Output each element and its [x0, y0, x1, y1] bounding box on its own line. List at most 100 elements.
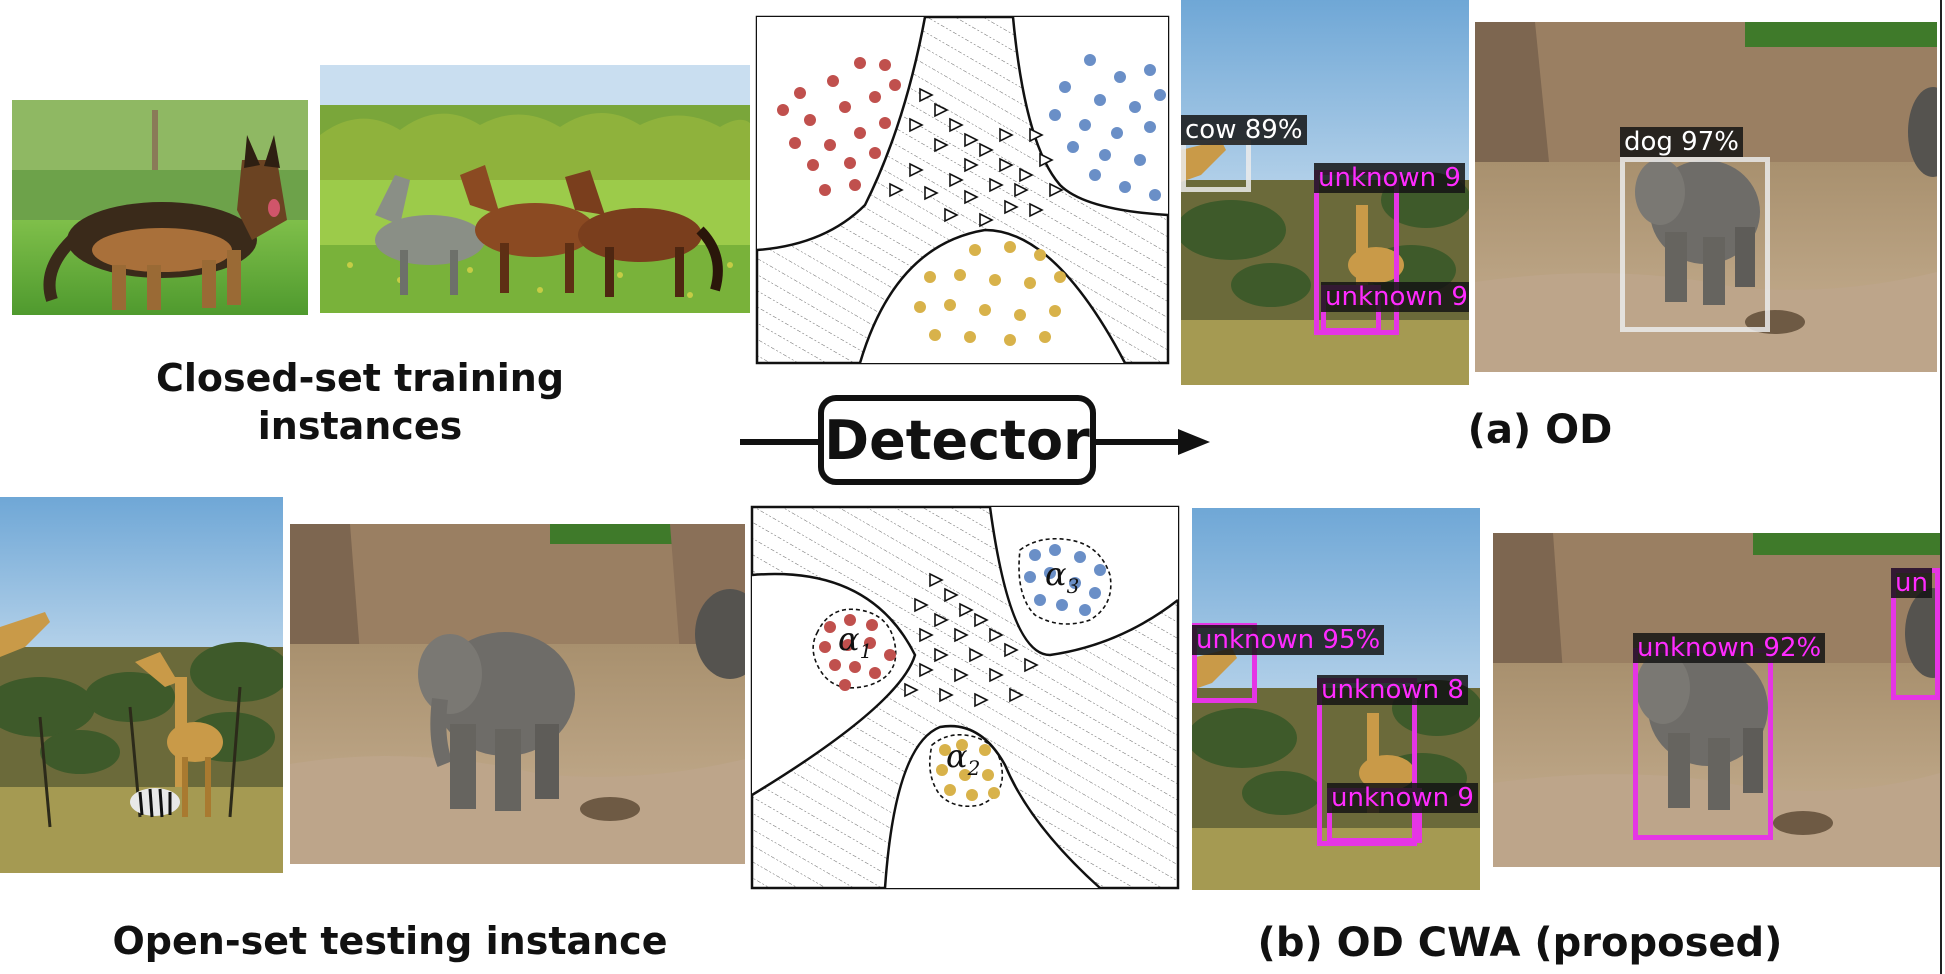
- unknown-triangle-marker: [909, 162, 924, 178]
- detector-box: Detector: [818, 395, 1096, 485]
- red-class-dot: [777, 104, 789, 116]
- unknown-triangle-marker: [999, 127, 1014, 143]
- unknown-triangle-marker: [1039, 152, 1054, 168]
- red-class-dot: [794, 87, 806, 99]
- unknown-triangle-marker: [1029, 202, 1044, 218]
- red-class-dot: [819, 641, 831, 653]
- unknown-triangle-marker: [919, 627, 934, 643]
- od-giraffe-result: cow 89% unknown 9 unknown 9: [1181, 0, 1469, 385]
- od-elephant-result: dog 97%: [1475, 22, 1937, 372]
- blue-class-dot: [1119, 181, 1131, 193]
- unknown-triangle-marker: [969, 647, 984, 663]
- red-class-dot: [879, 117, 891, 129]
- red-class-dot: [884, 649, 896, 661]
- unknown-triangle-marker: [979, 142, 994, 158]
- closed-set-caption: Closed-set training instances: [155, 356, 565, 448]
- unknown-triangle-marker: [919, 662, 934, 678]
- cwa-unknown-box-4: [1633, 648, 1773, 840]
- blue-class-dot: [1067, 141, 1079, 153]
- cwa-unknown-label-1: unknown 95%: [1192, 625, 1385, 655]
- red-class-dot: [879, 59, 891, 71]
- horses-photo: [320, 65, 750, 313]
- detector-label: Detector: [824, 408, 1090, 472]
- red-class-dot: [844, 614, 856, 626]
- gold-class-dot: [988, 787, 1000, 799]
- unknown-triangle-marker: [904, 682, 919, 698]
- unknown-triangle-marker: [924, 185, 939, 201]
- cwa-unknown-label-3: unknown 9: [1327, 783, 1478, 813]
- blue-class-dot: [1149, 189, 1161, 201]
- unknown-triangle-marker: [1009, 687, 1024, 703]
- unknown-triangle-marker: [889, 182, 904, 198]
- unknown-triangle-marker: [979, 212, 994, 228]
- gold-class-dot: [982, 769, 994, 781]
- blue-class-dot: [1079, 119, 1091, 131]
- detector-arrow: [740, 429, 1210, 455]
- feature-space-plot-top: [755, 15, 1170, 365]
- unknown-triangle-marker: [1029, 127, 1044, 143]
- gold-class-dot: [939, 744, 951, 756]
- blue-class-dot: [1094, 564, 1106, 576]
- gold-class-dot: [964, 331, 976, 343]
- gold-class-dot: [1004, 334, 1016, 346]
- unknown-triangle-marker: [934, 102, 949, 118]
- gold-class-dot: [914, 301, 926, 313]
- od-dog-label: dog 97%: [1620, 127, 1743, 157]
- gold-class-dot: [979, 304, 991, 316]
- unknown-triangle-marker: [954, 627, 969, 643]
- blue-class-dot: [1029, 549, 1041, 561]
- gold-class-dot: [1004, 241, 1016, 253]
- blue-class-dot: [1084, 54, 1096, 66]
- blue-class-dot: [1049, 109, 1061, 121]
- red-class-dot: [866, 619, 878, 631]
- giraffe-test-photo: [0, 497, 283, 873]
- od-caption: (a) OD: [1467, 407, 1613, 453]
- red-class-dot: [842, 639, 854, 651]
- blue-class-dot: [1049, 544, 1061, 556]
- blue-class-dot: [1134, 154, 1146, 166]
- red-class-dot: [844, 157, 856, 169]
- unknown-triangle-marker: [1049, 182, 1064, 198]
- unknown-triangle-marker: [989, 667, 1004, 683]
- unknown-triangle-marker: [934, 612, 949, 628]
- red-class-dot: [824, 621, 836, 633]
- unknown-triangle-marker: [929, 572, 944, 588]
- red-class-dot: [824, 139, 836, 151]
- gold-class-dot: [1054, 271, 1066, 283]
- red-class-dot: [869, 147, 881, 159]
- red-class-dot: [854, 127, 866, 139]
- unknown-triangle-marker: [989, 177, 1004, 193]
- red-class-dot: [864, 637, 876, 649]
- unknown-triangle-marker: [944, 207, 959, 223]
- blue-class-dot: [1114, 71, 1126, 83]
- unknown-triangle-marker: [1004, 199, 1019, 215]
- gold-class-dot: [1049, 305, 1061, 317]
- blue-class-dot: [1144, 64, 1156, 76]
- unknown-triangle-marker: [939, 687, 954, 703]
- unknown-triangle-marker: [999, 157, 1014, 173]
- red-class-dot: [869, 667, 881, 679]
- gold-class-dot: [959, 769, 971, 781]
- od-unknown-label-2: unknown 9: [1321, 282, 1469, 312]
- od-cow-label: cow 89%: [1181, 115, 1307, 145]
- unknown-triangle-marker: [954, 667, 969, 683]
- unknown-triangle-marker: [949, 172, 964, 188]
- red-class-dot: [869, 91, 881, 103]
- od-unknown-label-1: unknown 9: [1314, 163, 1465, 193]
- gold-class-dot: [966, 789, 978, 801]
- gold-class-dot: [1024, 277, 1036, 289]
- red-class-dot: [804, 114, 816, 126]
- red-class-dot: [807, 159, 819, 171]
- red-class-dot: [827, 75, 839, 87]
- unknown-triangle-marker: [964, 189, 979, 205]
- unknown-triangle-marker: [1024, 657, 1039, 673]
- blue-class-dot: [1099, 149, 1111, 161]
- gold-class-dot: [1039, 331, 1051, 343]
- unknown-triangle-marker: [914, 597, 929, 613]
- alpha1-label: α1: [838, 620, 872, 663]
- gold-class-dot: [979, 744, 991, 756]
- blue-class-dot: [1079, 604, 1091, 616]
- cwa-elephant-result: unknown 92% un: [1493, 533, 1940, 867]
- gold-class-dot: [1014, 309, 1026, 321]
- cwa-unknown-label-4: unknown 92%: [1633, 633, 1826, 663]
